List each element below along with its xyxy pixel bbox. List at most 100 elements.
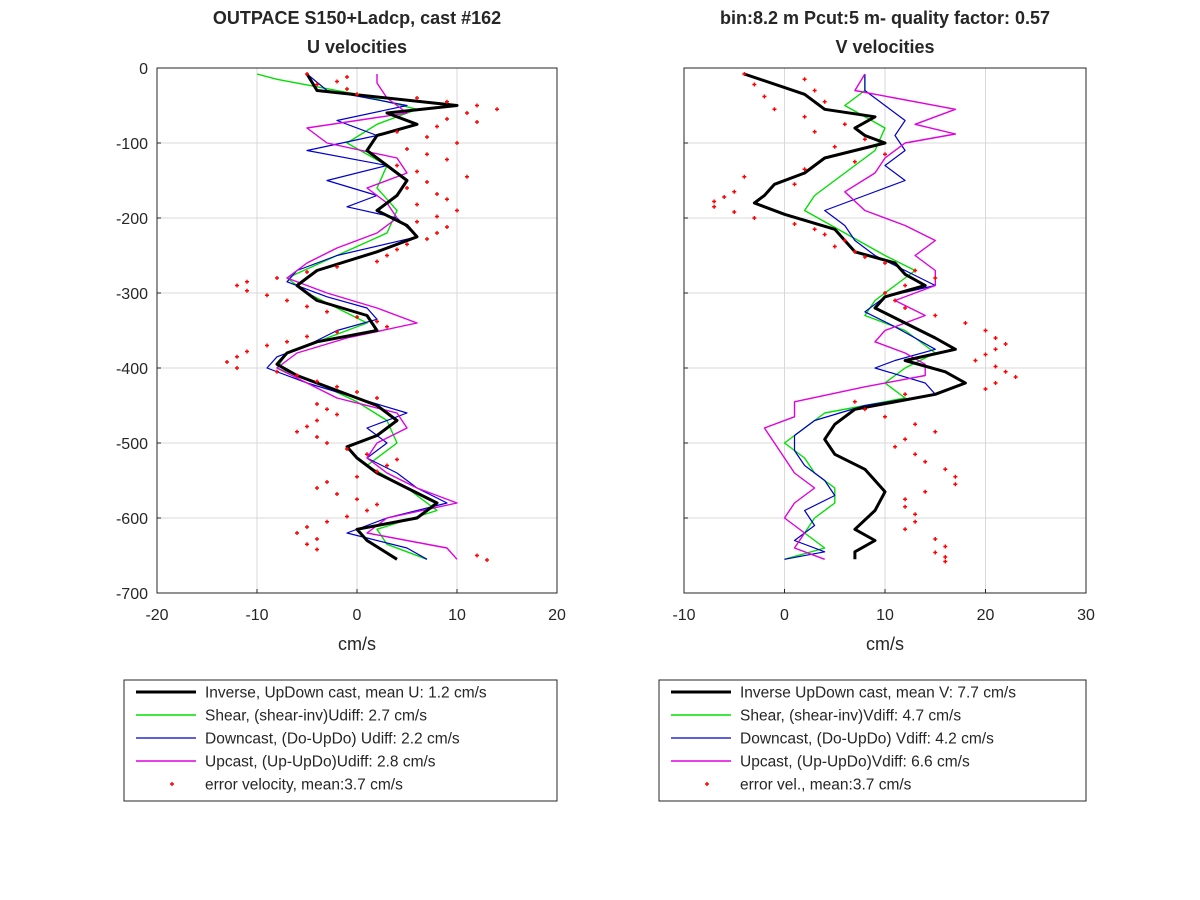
v-legend-label-error: error vel., mean:3.7 cm/s	[740, 777, 912, 794]
u-ytick-label-0: 0	[139, 61, 148, 78]
u-data-series	[225, 72, 499, 562]
u-error-point	[325, 441, 329, 445]
u-downcast-line	[266, 73, 448, 560]
u-legend-label-inverse: Inverse, UpDown cast, mean U: 1.2 cm/s	[205, 685, 487, 702]
u-error-point	[395, 457, 399, 462]
v-inverse-line	[743, 72, 967, 560]
u-error-point	[345, 514, 349, 519]
v-error-point	[893, 444, 898, 449]
u-xtick-label-4: 20	[548, 607, 566, 624]
v-legend: Inverse UpDown cast, mean V: 7.7 cm/s She…	[658, 679, 1087, 802]
u-error-point	[305, 334, 309, 339]
u-error-point	[265, 343, 269, 348]
u-error-point	[445, 99, 449, 104]
v-error-point	[903, 283, 908, 288]
v-error-point	[973, 358, 978, 363]
v-error-point	[933, 429, 938, 434]
v-error-point	[802, 77, 807, 82]
v-error-point	[722, 195, 727, 199]
u-error-point	[355, 474, 359, 479]
u-error-point	[375, 259, 379, 264]
u-error-point	[305, 304, 309, 309]
u-error-point	[365, 508, 369, 513]
v-error-point	[712, 199, 717, 204]
v-legend-label-upcast: Upcast, (Up-UpDo)Vdiff: 6.6 cm/s	[740, 754, 970, 771]
v-xtick-label-0: -10	[672, 607, 695, 624]
u-error-point	[275, 369, 279, 374]
v-xtick-label-3: 20	[977, 607, 995, 624]
u-error-point	[395, 247, 399, 252]
v-legend-error-marker	[705, 782, 709, 786]
v-error-point	[802, 114, 807, 119]
u-error-point	[455, 208, 459, 213]
v-error-point	[732, 189, 737, 194]
u-xtick-label-2: 0	[353, 607, 362, 624]
u-error-point	[385, 253, 389, 258]
u-velocity-plot: OUTPACE S150+Ladcp, cast #162 U velociti…	[116, 8, 566, 802]
v-error-point	[822, 99, 827, 104]
u-error-point	[415, 169, 419, 174]
v-error-point	[712, 204, 717, 209]
u-error-point	[475, 120, 479, 124]
u-error-point	[425, 135, 429, 139]
u-error-point	[335, 264, 339, 269]
u-error-point	[425, 237, 429, 241]
v-error-point	[913, 512, 918, 517]
u-error-point	[375, 319, 379, 324]
v-error-point	[832, 144, 837, 149]
u-error-point	[315, 486, 319, 490]
u-error-point	[315, 547, 319, 552]
u-legend-error-marker	[170, 782, 174, 786]
u-error-point	[295, 531, 299, 535]
v-x-axis-label: cm/s	[866, 634, 904, 654]
u-error-point	[445, 197, 449, 202]
v-plot-title: bin:8.2 m Pcut:5 m- quality factor: 0.57	[720, 8, 1050, 28]
u-error-point	[345, 75, 349, 79]
u-error-point	[315, 82, 319, 87]
u-error-point	[335, 384, 339, 389]
u-error-point	[245, 279, 249, 284]
u-error-point	[425, 152, 429, 157]
u-error-point	[405, 242, 409, 247]
u-error-point	[325, 480, 329, 484]
v-error-point	[993, 364, 998, 369]
u-error-point	[405, 147, 409, 151]
v-plot-subtitle: V velocities	[835, 37, 934, 57]
u-x-axis-label: cm/s	[338, 634, 376, 654]
v-error-point	[752, 82, 757, 87]
u-ytick-label-1: -100	[116, 136, 148, 153]
v-legend-label-inverse: Inverse UpDown cast, mean V: 7.7 cm/s	[740, 685, 1016, 702]
u-error-point	[305, 525, 309, 529]
v-error-point	[762, 94, 767, 99]
u-error-point	[295, 373, 299, 378]
v-error-point	[893, 298, 898, 303]
v-error-point	[812, 227, 817, 232]
u-upcast-line	[276, 74, 458, 560]
u-error-point	[425, 180, 429, 184]
v-error-point	[852, 249, 857, 254]
v-shear-line	[783, 74, 936, 560]
v-error-point	[742, 72, 747, 76]
u-ytick-label-3: -300	[116, 286, 148, 303]
u-error-point	[355, 390, 359, 394]
v-error-point	[852, 399, 857, 404]
u-error-point	[415, 202, 419, 207]
v-error-point	[812, 88, 817, 93]
u-error-point	[325, 519, 329, 524]
u-error-point	[315, 537, 319, 541]
v-error-point	[862, 407, 867, 412]
u-xtick-label-1: -10	[245, 607, 268, 624]
u-inverse-line	[275, 73, 459, 561]
u-ticks: -20 -10 0 10 200-100-200-300-400-500-600-700	[116, 61, 566, 624]
v-error-point	[792, 222, 797, 226]
v-downcast-line	[784, 74, 936, 560]
v-error-point	[933, 313, 938, 318]
u-error-point	[435, 124, 439, 129]
u-ytick-label-7: -700	[116, 586, 148, 603]
u-ytick-label-4: -400	[116, 361, 148, 378]
v-error-point	[983, 352, 988, 357]
v-error-point	[943, 467, 948, 472]
u-error-point	[445, 225, 449, 229]
u-error-point	[305, 270, 309, 274]
u-error-point	[375, 396, 379, 400]
